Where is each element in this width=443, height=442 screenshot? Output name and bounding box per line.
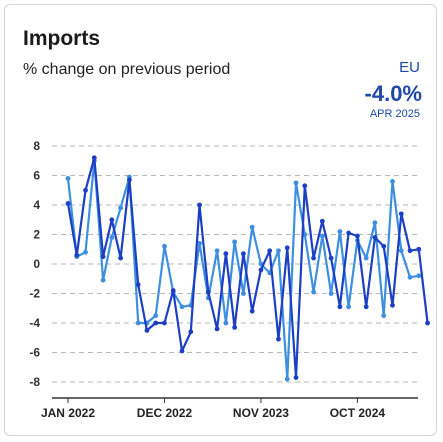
- y-tick-label: 2: [33, 228, 40, 242]
- data-point: [91, 155, 97, 161]
- data-point: [302, 183, 308, 189]
- y-tick-label: 6: [33, 169, 40, 183]
- series-line: [66, 159, 420, 381]
- y-tick-label: -2: [29, 287, 40, 301]
- data-point: [284, 376, 290, 382]
- data-point: [363, 304, 369, 310]
- data-point: [179, 304, 185, 310]
- data-point: [319, 233, 325, 239]
- data-point: [381, 313, 387, 319]
- data-point: [337, 304, 343, 310]
- latest-period: APR 2025: [369, 108, 420, 120]
- data-point: [205, 289, 211, 295]
- data-point: [188, 329, 194, 335]
- x-tick-label: DEC 2022: [137, 406, 193, 420]
- data-point: [162, 243, 167, 249]
- data-point: [390, 302, 395, 308]
- latest-value: -4.0%: [364, 81, 422, 106]
- data-point: [170, 288, 176, 293]
- data-point: [284, 245, 290, 251]
- y-tick-label: 0: [33, 257, 40, 271]
- y-tick-label: -6: [29, 346, 40, 360]
- data-point: [311, 289, 316, 295]
- data-point: [276, 248, 281, 254]
- geo-label: EU: [399, 59, 420, 76]
- data-point: [109, 217, 115, 223]
- chart-card: Imports % change on previous period EU -…: [4, 4, 437, 436]
- data-point: [100, 277, 106, 283]
- data-point: [153, 313, 159, 319]
- data-point: [319, 218, 325, 224]
- data-point: [372, 220, 378, 226]
- data-point: [346, 304, 352, 310]
- data-point: [118, 205, 124, 211]
- data-point: [232, 239, 238, 245]
- data-point: [398, 211, 404, 217]
- data-point: [162, 320, 167, 326]
- data-point: [179, 348, 185, 354]
- x-tick-label: NOV 2023: [233, 406, 289, 420]
- data-point: [223, 320, 229, 326]
- y-tick-label: -4: [29, 316, 40, 330]
- data-point: [197, 240, 202, 246]
- data-point: [74, 252, 80, 258]
- data-point: [407, 248, 413, 254]
- x-tick-label: JAN 2022: [41, 406, 95, 420]
- data-point: [83, 187, 88, 193]
- data-point: [346, 230, 352, 236]
- data-point: [276, 336, 281, 342]
- data-point: [223, 251, 229, 257]
- chart-title: Imports: [23, 27, 101, 50]
- data-point: [144, 327, 150, 333]
- data-point: [416, 273, 422, 279]
- data-point: [214, 326, 220, 332]
- data-point: [135, 320, 141, 326]
- data-point: [337, 229, 343, 234]
- data-point: [197, 202, 202, 208]
- data-point: [398, 248, 404, 254]
- data-point: [390, 179, 395, 184]
- data-point: [293, 180, 299, 186]
- data-point: [153, 320, 159, 326]
- data-point: [363, 255, 369, 261]
- data-point: [118, 255, 124, 261]
- data-point: [293, 375, 299, 380]
- data-point: [267, 248, 273, 254]
- data-point: [425, 320, 430, 326]
- data-point: [407, 274, 413, 280]
- data-point: [249, 224, 255, 230]
- data-point: [100, 254, 106, 260]
- series-line: [66, 156, 429, 379]
- data-point: [372, 235, 378, 240]
- data-point: [126, 177, 132, 183]
- data-point: [416, 246, 422, 252]
- y-tick-label: 8: [33, 139, 40, 153]
- x-tick-label: OCT 2024: [330, 406, 386, 420]
- y-tick-label: -8: [29, 375, 40, 389]
- data-point: [249, 308, 255, 314]
- chart-subtitle: % change on previous period: [23, 61, 231, 78]
- data-point: [135, 282, 141, 288]
- data-point: [241, 251, 246, 257]
- data-point: [328, 291, 334, 296]
- data-point: [65, 176, 71, 181]
- data-point: [381, 243, 387, 249]
- data-point: [65, 201, 71, 206]
- data-point: [214, 248, 220, 254]
- data-point: [258, 267, 264, 273]
- data-point: [109, 235, 115, 240]
- data-point: [328, 255, 334, 261]
- data-point: [232, 325, 238, 330]
- data-point: [241, 291, 246, 296]
- y-tick-label: 4: [33, 198, 40, 212]
- data-point: [355, 233, 360, 239]
- data-point: [311, 255, 316, 261]
- data-point: [83, 249, 88, 255]
